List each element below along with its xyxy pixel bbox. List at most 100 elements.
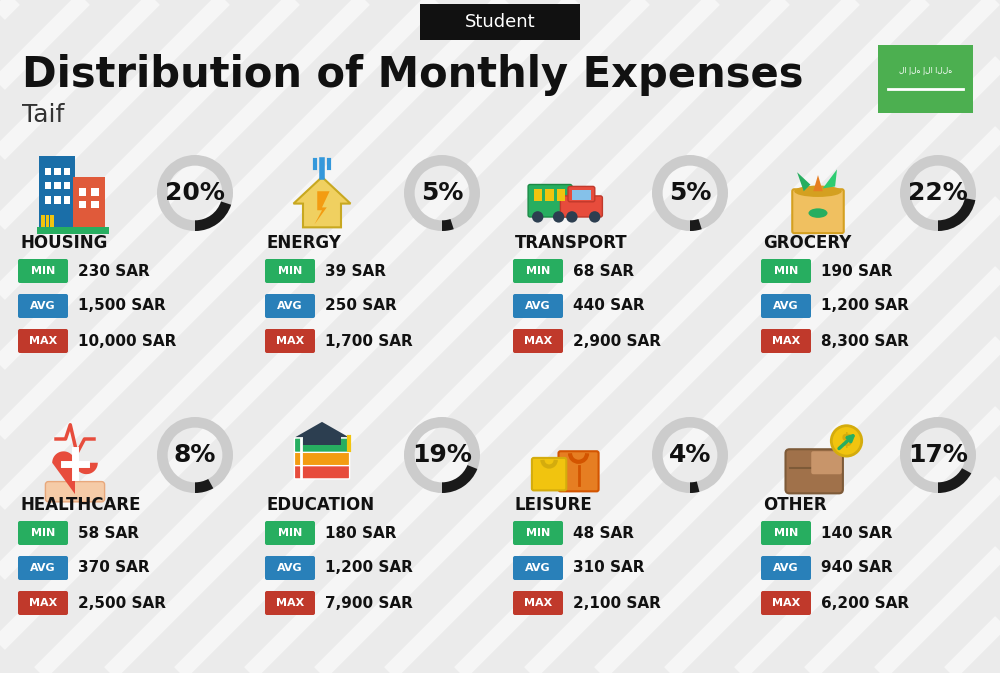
FancyBboxPatch shape	[294, 452, 350, 466]
Text: MIN: MIN	[31, 528, 55, 538]
Polygon shape	[797, 172, 810, 191]
Text: MIN: MIN	[774, 266, 798, 276]
Text: AVG: AVG	[30, 301, 56, 311]
FancyBboxPatch shape	[265, 591, 315, 615]
Text: MAX: MAX	[276, 598, 304, 608]
Polygon shape	[823, 170, 837, 188]
Text: MIN: MIN	[278, 266, 302, 276]
FancyBboxPatch shape	[265, 259, 315, 283]
Wedge shape	[157, 417, 233, 493]
FancyBboxPatch shape	[513, 591, 563, 615]
FancyBboxPatch shape	[54, 196, 61, 204]
FancyBboxPatch shape	[528, 184, 572, 217]
FancyBboxPatch shape	[18, 329, 68, 353]
Wedge shape	[442, 219, 454, 231]
Text: $: $	[841, 432, 852, 450]
Text: 250 SAR: 250 SAR	[325, 299, 397, 314]
Text: AVG: AVG	[30, 563, 56, 573]
Polygon shape	[314, 191, 330, 225]
Text: 10,000 SAR: 10,000 SAR	[78, 334, 176, 349]
Text: 2,500 SAR: 2,500 SAR	[78, 596, 166, 610]
FancyBboxPatch shape	[265, 521, 315, 545]
Text: 20%: 20%	[165, 181, 225, 205]
Text: LEISURE: LEISURE	[515, 496, 593, 514]
Wedge shape	[157, 155, 233, 231]
FancyBboxPatch shape	[513, 521, 563, 545]
FancyBboxPatch shape	[761, 294, 811, 318]
FancyBboxPatch shape	[761, 591, 811, 615]
Wedge shape	[690, 481, 699, 493]
Circle shape	[532, 211, 543, 223]
Text: 68 SAR: 68 SAR	[573, 264, 634, 279]
Text: 180 SAR: 180 SAR	[325, 526, 396, 540]
Text: 8,300 SAR: 8,300 SAR	[821, 334, 909, 349]
Text: 6,200 SAR: 6,200 SAR	[821, 596, 909, 610]
FancyBboxPatch shape	[46, 215, 49, 227]
Text: HOUSING: HOUSING	[20, 234, 107, 252]
Wedge shape	[690, 219, 702, 231]
FancyBboxPatch shape	[513, 556, 563, 580]
FancyBboxPatch shape	[761, 259, 811, 283]
Text: AVG: AVG	[773, 563, 799, 573]
FancyBboxPatch shape	[560, 196, 602, 217]
Text: 58 SAR: 58 SAR	[78, 526, 139, 540]
Text: 19%: 19%	[412, 443, 472, 467]
FancyBboxPatch shape	[54, 168, 61, 175]
FancyBboxPatch shape	[18, 591, 68, 615]
Polygon shape	[813, 175, 823, 191]
Text: MAX: MAX	[524, 336, 552, 346]
Text: 4%: 4%	[669, 443, 711, 467]
Wedge shape	[442, 465, 477, 493]
FancyBboxPatch shape	[18, 521, 68, 545]
FancyBboxPatch shape	[568, 186, 595, 202]
Text: MIN: MIN	[278, 528, 302, 538]
Polygon shape	[294, 177, 351, 227]
FancyBboxPatch shape	[513, 294, 563, 318]
Text: AVG: AVG	[525, 301, 551, 311]
Text: MAX: MAX	[772, 598, 800, 608]
FancyBboxPatch shape	[45, 168, 51, 175]
Text: MAX: MAX	[29, 598, 57, 608]
FancyBboxPatch shape	[294, 438, 350, 452]
Text: MIN: MIN	[31, 266, 55, 276]
Text: 5%: 5%	[669, 181, 711, 205]
Text: 17%: 17%	[908, 443, 968, 467]
FancyBboxPatch shape	[761, 329, 811, 353]
Wedge shape	[652, 417, 728, 493]
Wedge shape	[195, 479, 213, 493]
FancyBboxPatch shape	[54, 182, 61, 189]
Text: AVG: AVG	[277, 301, 303, 311]
FancyBboxPatch shape	[91, 201, 99, 209]
FancyBboxPatch shape	[18, 556, 68, 580]
FancyBboxPatch shape	[45, 482, 105, 502]
FancyBboxPatch shape	[513, 329, 563, 353]
Text: 140 SAR: 140 SAR	[821, 526, 893, 540]
Text: MAX: MAX	[29, 336, 57, 346]
Wedge shape	[652, 155, 728, 231]
Text: 5%: 5%	[421, 181, 463, 205]
FancyBboxPatch shape	[37, 227, 109, 234]
Text: 39 SAR: 39 SAR	[325, 264, 386, 279]
FancyBboxPatch shape	[303, 437, 341, 445]
Text: HEALTHCARE: HEALTHCARE	[20, 496, 140, 514]
Text: 1,200 SAR: 1,200 SAR	[325, 561, 413, 575]
Text: 230 SAR: 230 SAR	[78, 264, 150, 279]
Text: 1,500 SAR: 1,500 SAR	[78, 299, 166, 314]
Wedge shape	[938, 468, 971, 493]
Text: AVG: AVG	[525, 563, 551, 573]
Text: MAX: MAX	[276, 336, 304, 346]
FancyBboxPatch shape	[513, 259, 563, 283]
Text: 1,700 SAR: 1,700 SAR	[325, 334, 413, 349]
Text: TRANSPORT: TRANSPORT	[515, 234, 628, 252]
Text: Distribution of Monthly Expenses: Distribution of Monthly Expenses	[22, 54, 804, 96]
Circle shape	[553, 211, 564, 223]
FancyBboxPatch shape	[558, 452, 599, 491]
Text: 310 SAR: 310 SAR	[573, 561, 644, 575]
FancyBboxPatch shape	[73, 177, 105, 227]
Circle shape	[831, 426, 862, 456]
Text: ENERGY: ENERGY	[267, 234, 342, 252]
Ellipse shape	[808, 209, 828, 218]
FancyBboxPatch shape	[545, 189, 554, 201]
FancyBboxPatch shape	[50, 215, 54, 227]
Wedge shape	[938, 198, 975, 231]
